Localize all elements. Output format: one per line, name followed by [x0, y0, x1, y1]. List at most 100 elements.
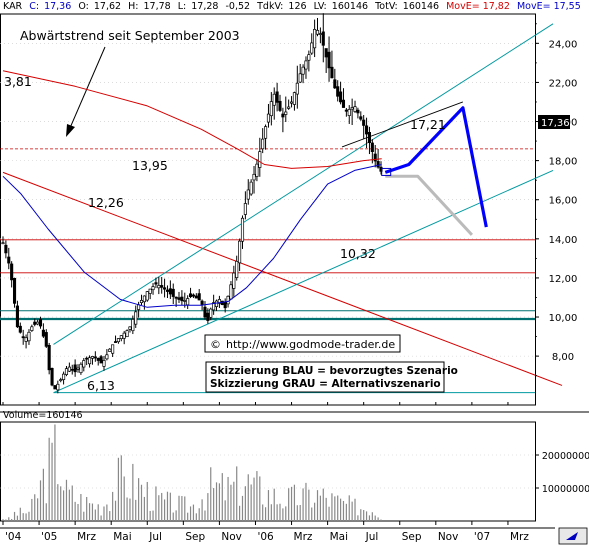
candle-body: [295, 82, 299, 95]
header-symbol: KAR C: 17,36 O: 17,62 H: 17,78 L: 17,28 …: [3, 1, 581, 12]
candle-body: [64, 368, 69, 375]
copyright-icon: ©: [210, 338, 221, 351]
candle-body: [214, 300, 219, 307]
candle-body: [116, 338, 120, 343]
candle-body: [333, 79, 337, 89]
candle-body: [82, 360, 86, 368]
candle-body: [62, 373, 66, 380]
trend-lines: [2, 23, 563, 394]
candle-body: [38, 319, 43, 327]
scenario-sketches: [381, 106, 488, 236]
candle-body: [151, 286, 155, 291]
price-candles: [1, 13, 383, 394]
x-tick-label: Mrz: [510, 531, 529, 543]
y-tick-label: 22,00: [549, 78, 578, 89]
candle-body: [298, 73, 302, 83]
volume-panel: 20000000 10000000: [0, 424, 589, 521]
moving-average-red: [2, 70, 382, 169]
candle-body: [145, 291, 149, 301]
candle-body: [4, 244, 8, 254]
candle-body: [41, 329, 45, 337]
candle-body: [180, 296, 184, 302]
candle-body: [160, 285, 164, 288]
downtrend-line: [2, 171, 563, 386]
x-tick-label: '04: [5, 531, 22, 543]
last-price-value: 17,36: [541, 118, 570, 129]
candle-body: [33, 321, 37, 325]
candle-body: [27, 331, 31, 342]
price-grid: [0, 43, 535, 357]
candle-body: [111, 344, 115, 354]
candle-body: [249, 181, 253, 195]
scenario-grey-legend: Skizzierung GRAU = Alternativszenario: [210, 378, 441, 390]
candle-body: [7, 256, 11, 264]
candle-body: [356, 109, 360, 114]
candle-body: [327, 51, 331, 69]
candle-body: [275, 91, 279, 103]
axes: 24,0022,0020,0018,0016,0014,0012,0010,00…: [0, 23, 578, 543]
candle-body: [194, 295, 198, 299]
x-tick-label: '06: [257, 531, 274, 543]
candle-body: [148, 288, 152, 294]
level-label-10-32: 10,32: [340, 246, 376, 261]
candle-body: [191, 294, 195, 297]
x-tick-label: Jul: [365, 531, 379, 543]
candle-body: [154, 282, 158, 285]
candle-body: [232, 272, 236, 289]
candle-body: [240, 217, 245, 242]
candle-body: [376, 161, 380, 168]
candle-body: [212, 302, 216, 311]
triangle-upper-line: [341, 101, 464, 148]
candle-body: [226, 295, 230, 305]
channel-lower-line: [53, 169, 554, 394]
candle-body: [367, 132, 371, 143]
website-link[interactable]: http://www.godmode-trader.de: [226, 338, 395, 351]
x-tick-label: Jul: [148, 531, 162, 543]
candle-body: [73, 364, 77, 373]
x-tick-label: Mai: [330, 531, 348, 543]
candle-body: [113, 341, 118, 343]
candle-body: [264, 126, 268, 139]
candle-body: [177, 297, 181, 300]
y-tick-label: 14,00: [549, 235, 578, 246]
candle-body: [189, 293, 193, 298]
level-label-12-26: 12,26: [88, 195, 124, 210]
volume-label: Volume=160146: [3, 410, 83, 421]
candle-body: [88, 357, 92, 365]
candle-body: [36, 321, 40, 325]
candle-body: [365, 125, 369, 135]
candle-body: [128, 326, 132, 330]
candle-body: [301, 66, 305, 75]
scenario-grey-path: [385, 174, 474, 236]
candle-body: [10, 263, 14, 281]
candle-body: [24, 337, 28, 342]
candle-body: [53, 385, 57, 390]
last-price-tag: [538, 115, 570, 129]
level-label-6-13: 6,13: [87, 378, 115, 393]
candle-body: [238, 240, 242, 264]
arrow-tool-icon[interactable]: [566, 532, 578, 540]
candle-body: [157, 285, 161, 289]
candle-body: [76, 367, 80, 370]
y-tick-label: 24,00: [549, 39, 578, 50]
candle-body: [30, 326, 34, 331]
candle-body: [344, 109, 348, 112]
candle-body: [186, 298, 190, 306]
candle-body: [341, 99, 346, 108]
candle-body: [171, 288, 175, 297]
candle-body: [197, 293, 201, 301]
horizontal-levels: [0, 148, 535, 394]
candle-body: [318, 33, 322, 35]
candle-body: [347, 109, 351, 116]
candle-body: [292, 92, 296, 105]
candle-body: [353, 106, 357, 112]
x-tick-label: Mai: [113, 531, 131, 543]
candle-body: [142, 295, 146, 303]
candle-body: [324, 48, 328, 58]
candle-body: [122, 332, 126, 339]
candle-body: [1, 242, 5, 245]
current-price-box: [381, 167, 392, 176]
candle-body: [272, 93, 276, 106]
candle-body: [79, 363, 83, 374]
moving-averages: [2, 70, 382, 308]
